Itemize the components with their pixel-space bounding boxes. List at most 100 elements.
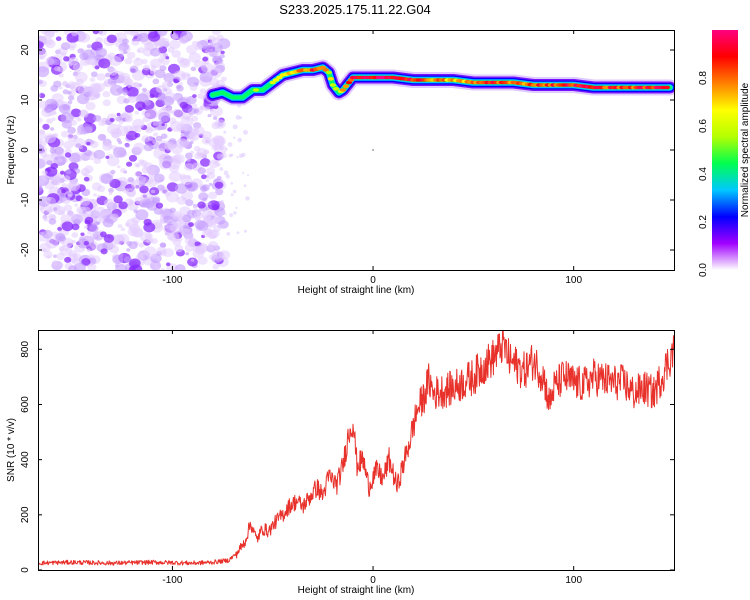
noise-blob (113, 195, 123, 204)
noise-blob (45, 196, 56, 206)
noise-blob (180, 228, 191, 237)
noise-blob (53, 80, 62, 88)
noise-blob (182, 197, 187, 201)
noise-blob (144, 198, 152, 205)
noise-blob (96, 221, 101, 225)
noise-blob (117, 140, 123, 145)
noise-blob (228, 153, 233, 158)
noise-blob (208, 241, 219, 250)
noise-blob (67, 81, 77, 89)
y-tick-label: 400 (20, 451, 31, 468)
noise-blob (89, 77, 96, 82)
noise-blob (147, 135, 154, 141)
noise-blob (53, 207, 58, 211)
noise-blob (59, 263, 64, 267)
noise-blob (184, 236, 195, 245)
noise-blob (83, 176, 90, 182)
y-tick-label: 20 (20, 44, 31, 56)
y-tick-label: 200 (20, 506, 31, 523)
noise-blob (233, 136, 236, 139)
noise-blob (62, 175, 71, 182)
noise-blob (83, 91, 91, 98)
noise-blob (218, 250, 231, 260)
noise-blob (102, 81, 110, 87)
snr-panel: -100 0 100 0 200 400 600 800 Height of straigh… (6, 330, 675, 596)
noise-blob (129, 65, 139, 73)
noise-blob (117, 224, 123, 229)
noise-blob (236, 231, 240, 235)
noise-blob (157, 30, 168, 37)
noise-blob (143, 246, 157, 257)
noise-blob (90, 71, 98, 78)
noise-blob (237, 137, 242, 143)
noise-blob (207, 202, 212, 206)
noise-blob (167, 46, 175, 53)
noise-blob (43, 250, 53, 259)
noise-blob (225, 147, 228, 151)
noise-blob (81, 258, 91, 266)
noise-blob (227, 142, 233, 147)
noise-blob (141, 87, 147, 92)
noise-blob (174, 244, 184, 253)
noise-blob (184, 163, 194, 171)
ridge-hotspot (327, 77, 335, 81)
noise-blob (193, 60, 203, 68)
spectrogram-y-label: Frequency (Hz) (6, 116, 17, 185)
noise-blob (71, 30, 78, 37)
noise-blob (150, 47, 161, 57)
x-tick-label: -100 (162, 275, 182, 286)
noise-blob (60, 130, 70, 138)
noise-blob (193, 211, 203, 220)
noise-blob (105, 138, 109, 142)
noise-blob (144, 100, 151, 106)
noise-blob (116, 112, 121, 117)
noise-blob (230, 193, 234, 197)
noise-blob (133, 142, 145, 152)
noise-blob (82, 49, 95, 61)
noise-blob (61, 183, 68, 189)
colorbar-tick-label: 0.0 (698, 263, 709, 277)
noise-blob (216, 175, 222, 181)
noise-blob (143, 143, 154, 152)
noise-blob (95, 47, 108, 58)
noise-blob (121, 180, 127, 186)
noise-blob (91, 214, 97, 219)
noise-blob (63, 56, 70, 62)
noise-blob (215, 188, 224, 196)
noise-blob (50, 163, 59, 170)
noise-blob (83, 241, 90, 246)
noise-blob (106, 34, 117, 44)
noise-blob (112, 254, 124, 265)
noise-blob (221, 153, 228, 159)
noise-blob (114, 264, 119, 268)
noise-blob (185, 252, 190, 256)
noise-blob (134, 162, 140, 168)
noise-blob (135, 101, 146, 111)
noise-blob (58, 86, 63, 90)
x-tick-label: 0 (370, 575, 376, 586)
noise-blob (196, 221, 209, 231)
noise-blob (239, 116, 243, 120)
noise-blob (194, 43, 203, 51)
noise-blob (39, 93, 46, 99)
noise-blob (55, 36, 62, 41)
noise-blob (232, 189, 237, 194)
noise-blob (93, 149, 106, 160)
noise-blob (50, 176, 62, 186)
figure-title: S233.2025.175.11.22.G04 (279, 2, 431, 17)
noise-blob (188, 222, 195, 228)
noise-blob (244, 229, 247, 233)
noise-blob (97, 133, 107, 141)
speck (372, 149, 374, 151)
noise-blob (67, 134, 77, 143)
noise-blob (189, 83, 198, 91)
noise-blob (144, 112, 151, 118)
noise-blob (86, 44, 92, 49)
noise-blob (226, 232, 231, 236)
noise-blob (186, 158, 191, 162)
noise-blob (126, 248, 131, 252)
noise-blob (157, 56, 165, 63)
noise-blob (135, 209, 149, 221)
